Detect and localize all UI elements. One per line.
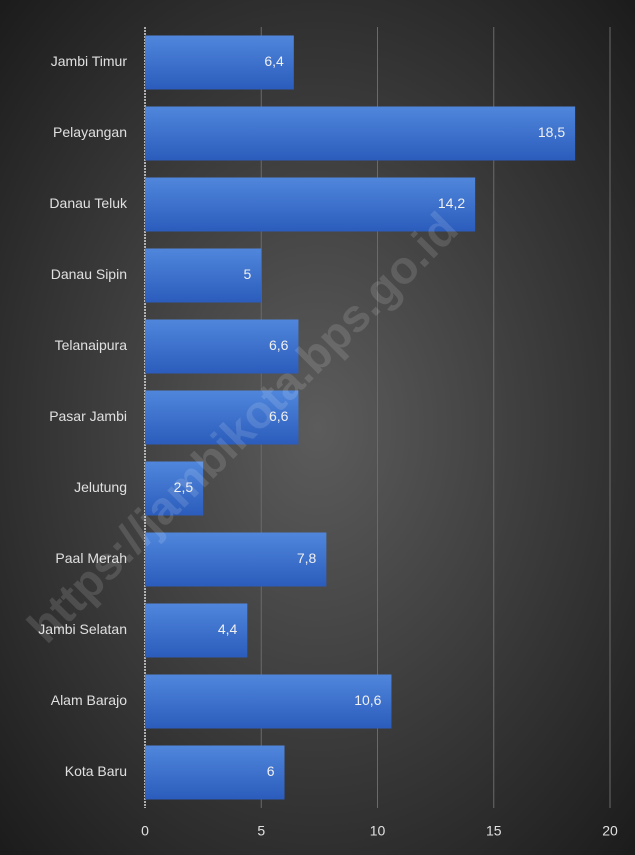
x-tick-label: 15: [486, 823, 502, 839]
bar: [145, 461, 204, 516]
data-label: 6: [267, 763, 275, 779]
data-label: 14,2: [438, 195, 465, 211]
y-tick-label: Danau Teluk: [49, 195, 128, 211]
y-tick-label: Kota Baru: [65, 763, 127, 779]
y-tick-label: Jelutung: [74, 479, 127, 495]
bar: [145, 532, 327, 587]
y-tick-label: Alam Barajo: [51, 692, 127, 708]
data-label: 5: [243, 266, 251, 282]
y-tick-label: Telanaipura: [55, 337, 128, 353]
data-label: 2,5: [174, 479, 194, 495]
data-label: 7,8: [297, 550, 317, 566]
bar: [145, 674, 392, 729]
bar: [145, 745, 285, 800]
y-tick-label: Jambi Selatan: [38, 621, 127, 637]
data-label: 4,4: [218, 621, 238, 637]
data-label: 6,6: [269, 408, 289, 424]
bar: [145, 106, 576, 161]
data-label: 18,5: [538, 124, 565, 140]
y-tick-label: Pelayangan: [53, 124, 127, 140]
data-label: 10,6: [354, 692, 381, 708]
data-label: 6,4: [264, 53, 284, 69]
y-tick-label: Danau Sipin: [51, 266, 127, 282]
y-tick-label: Pasar Jambi: [49, 408, 127, 424]
data-label: 6,6: [269, 337, 289, 353]
plot: 0 5 10 15 20 Jambi Timur 6,4 Pelayangan 18,5 Dana…: [38, 27, 618, 839]
bar: [145, 177, 476, 232]
x-tick-label: 10: [370, 823, 386, 839]
bar: [145, 390, 299, 445]
bar: [145, 603, 248, 658]
y-tick-label: Paal Merah: [55, 550, 127, 566]
x-tick-label: 20: [602, 823, 618, 839]
bar: [145, 35, 294, 90]
x-tick-label: 0: [141, 823, 149, 839]
bar: [145, 319, 299, 374]
x-tick-label: 5: [257, 823, 265, 839]
bar: [145, 248, 262, 303]
y-tick-label: Jambi Timur: [51, 53, 128, 69]
